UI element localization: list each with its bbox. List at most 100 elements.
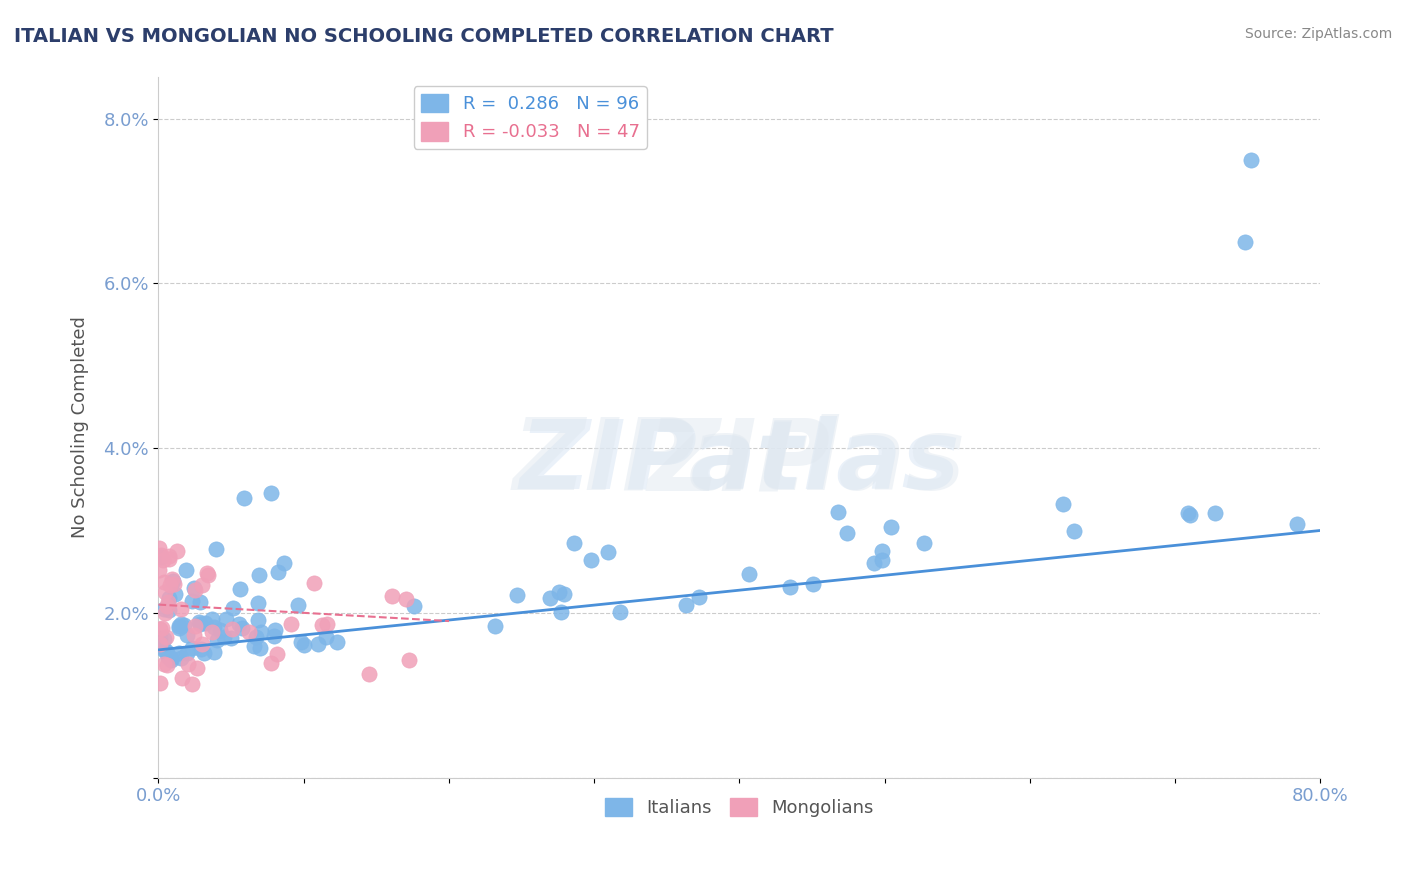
Point [160, 651, 183, 665]
Point [155, 599, 177, 614]
Point [1286, 517, 1309, 532]
Point [302, 576, 325, 591]
Point [246, 613, 269, 627]
Point [245, 630, 267, 644]
Point [174, 563, 197, 577]
Point [160, 653, 183, 667]
Point [193, 646, 215, 660]
Point [247, 596, 270, 610]
Point [149, 622, 172, 636]
Point [153, 602, 176, 616]
Point [872, 553, 894, 567]
Text: ITALIAN VS MONGOLIAN NO SCHOOLING COMPLETED CORRELATION CHART: ITALIAN VS MONGOLIAN NO SCHOOLING COMPLE… [14, 27, 834, 45]
Point [880, 520, 903, 534]
Point [180, 594, 202, 608]
Point [1052, 497, 1074, 511]
Point [183, 628, 205, 642]
Point [157, 591, 180, 606]
Point [221, 622, 243, 636]
Text: Source: ZipAtlas.com: Source: ZipAtlas.com [1244, 27, 1392, 41]
Point [155, 630, 177, 644]
Point [188, 616, 211, 631]
Point [242, 639, 264, 653]
Point [1204, 506, 1226, 520]
Point [267, 565, 290, 579]
Point [581, 553, 603, 567]
Point [538, 591, 561, 606]
Point [181, 677, 204, 691]
Point [1178, 508, 1201, 522]
Point [152, 552, 174, 566]
Point [292, 638, 315, 652]
Point [165, 587, 187, 601]
Point [1240, 153, 1263, 167]
Point [153, 606, 176, 620]
Point [260, 486, 283, 500]
Point [381, 590, 404, 604]
Point [166, 544, 188, 558]
Point [176, 657, 198, 671]
Point [184, 582, 207, 597]
Point [187, 615, 209, 630]
Point [675, 599, 697, 613]
Point [827, 505, 849, 519]
Point [316, 617, 339, 632]
Point [157, 549, 180, 563]
Point [191, 637, 214, 651]
Point [155, 644, 177, 658]
Point [149, 631, 172, 645]
Point [311, 618, 333, 632]
Point [148, 541, 170, 556]
Point [173, 617, 195, 632]
Point [188, 594, 211, 608]
Point [250, 624, 273, 639]
Point [152, 574, 174, 589]
Point [193, 615, 215, 630]
Point [148, 564, 170, 578]
Point [163, 576, 186, 591]
Point [150, 621, 173, 635]
Point [395, 592, 418, 607]
Point [159, 578, 181, 592]
Point [176, 646, 198, 660]
Point [233, 491, 256, 505]
Point [212, 630, 235, 644]
Point [779, 580, 801, 594]
Point [229, 582, 252, 596]
Point [149, 675, 172, 690]
Point [228, 616, 250, 631]
Point [170, 616, 193, 631]
Point [263, 623, 285, 637]
Point [688, 591, 710, 605]
Point [167, 621, 190, 635]
Point [156, 646, 179, 660]
Point [863, 556, 886, 570]
Point [191, 578, 214, 592]
Point [214, 612, 236, 626]
Text: ZIP: ZIP [648, 414, 831, 511]
Point [195, 566, 218, 580]
Y-axis label: No Schooling Completed: No Schooling Completed [72, 317, 89, 539]
Point [325, 634, 347, 648]
Point [148, 637, 170, 651]
Point [562, 536, 585, 550]
Point [183, 618, 205, 632]
Point [167, 646, 190, 660]
Point [280, 616, 302, 631]
Point [153, 632, 176, 646]
Point [914, 536, 936, 550]
Point [149, 548, 172, 562]
Point [263, 628, 285, 642]
Point [870, 544, 893, 558]
Text: ZIPatlas: ZIPatlas [513, 414, 966, 511]
Point [176, 628, 198, 642]
Point [170, 671, 193, 685]
Point [1063, 524, 1085, 539]
Point [402, 599, 425, 613]
Point [550, 605, 572, 619]
Point [357, 666, 380, 681]
Point [222, 601, 245, 615]
Point [197, 568, 219, 582]
Point [553, 587, 575, 601]
Point [150, 549, 173, 564]
